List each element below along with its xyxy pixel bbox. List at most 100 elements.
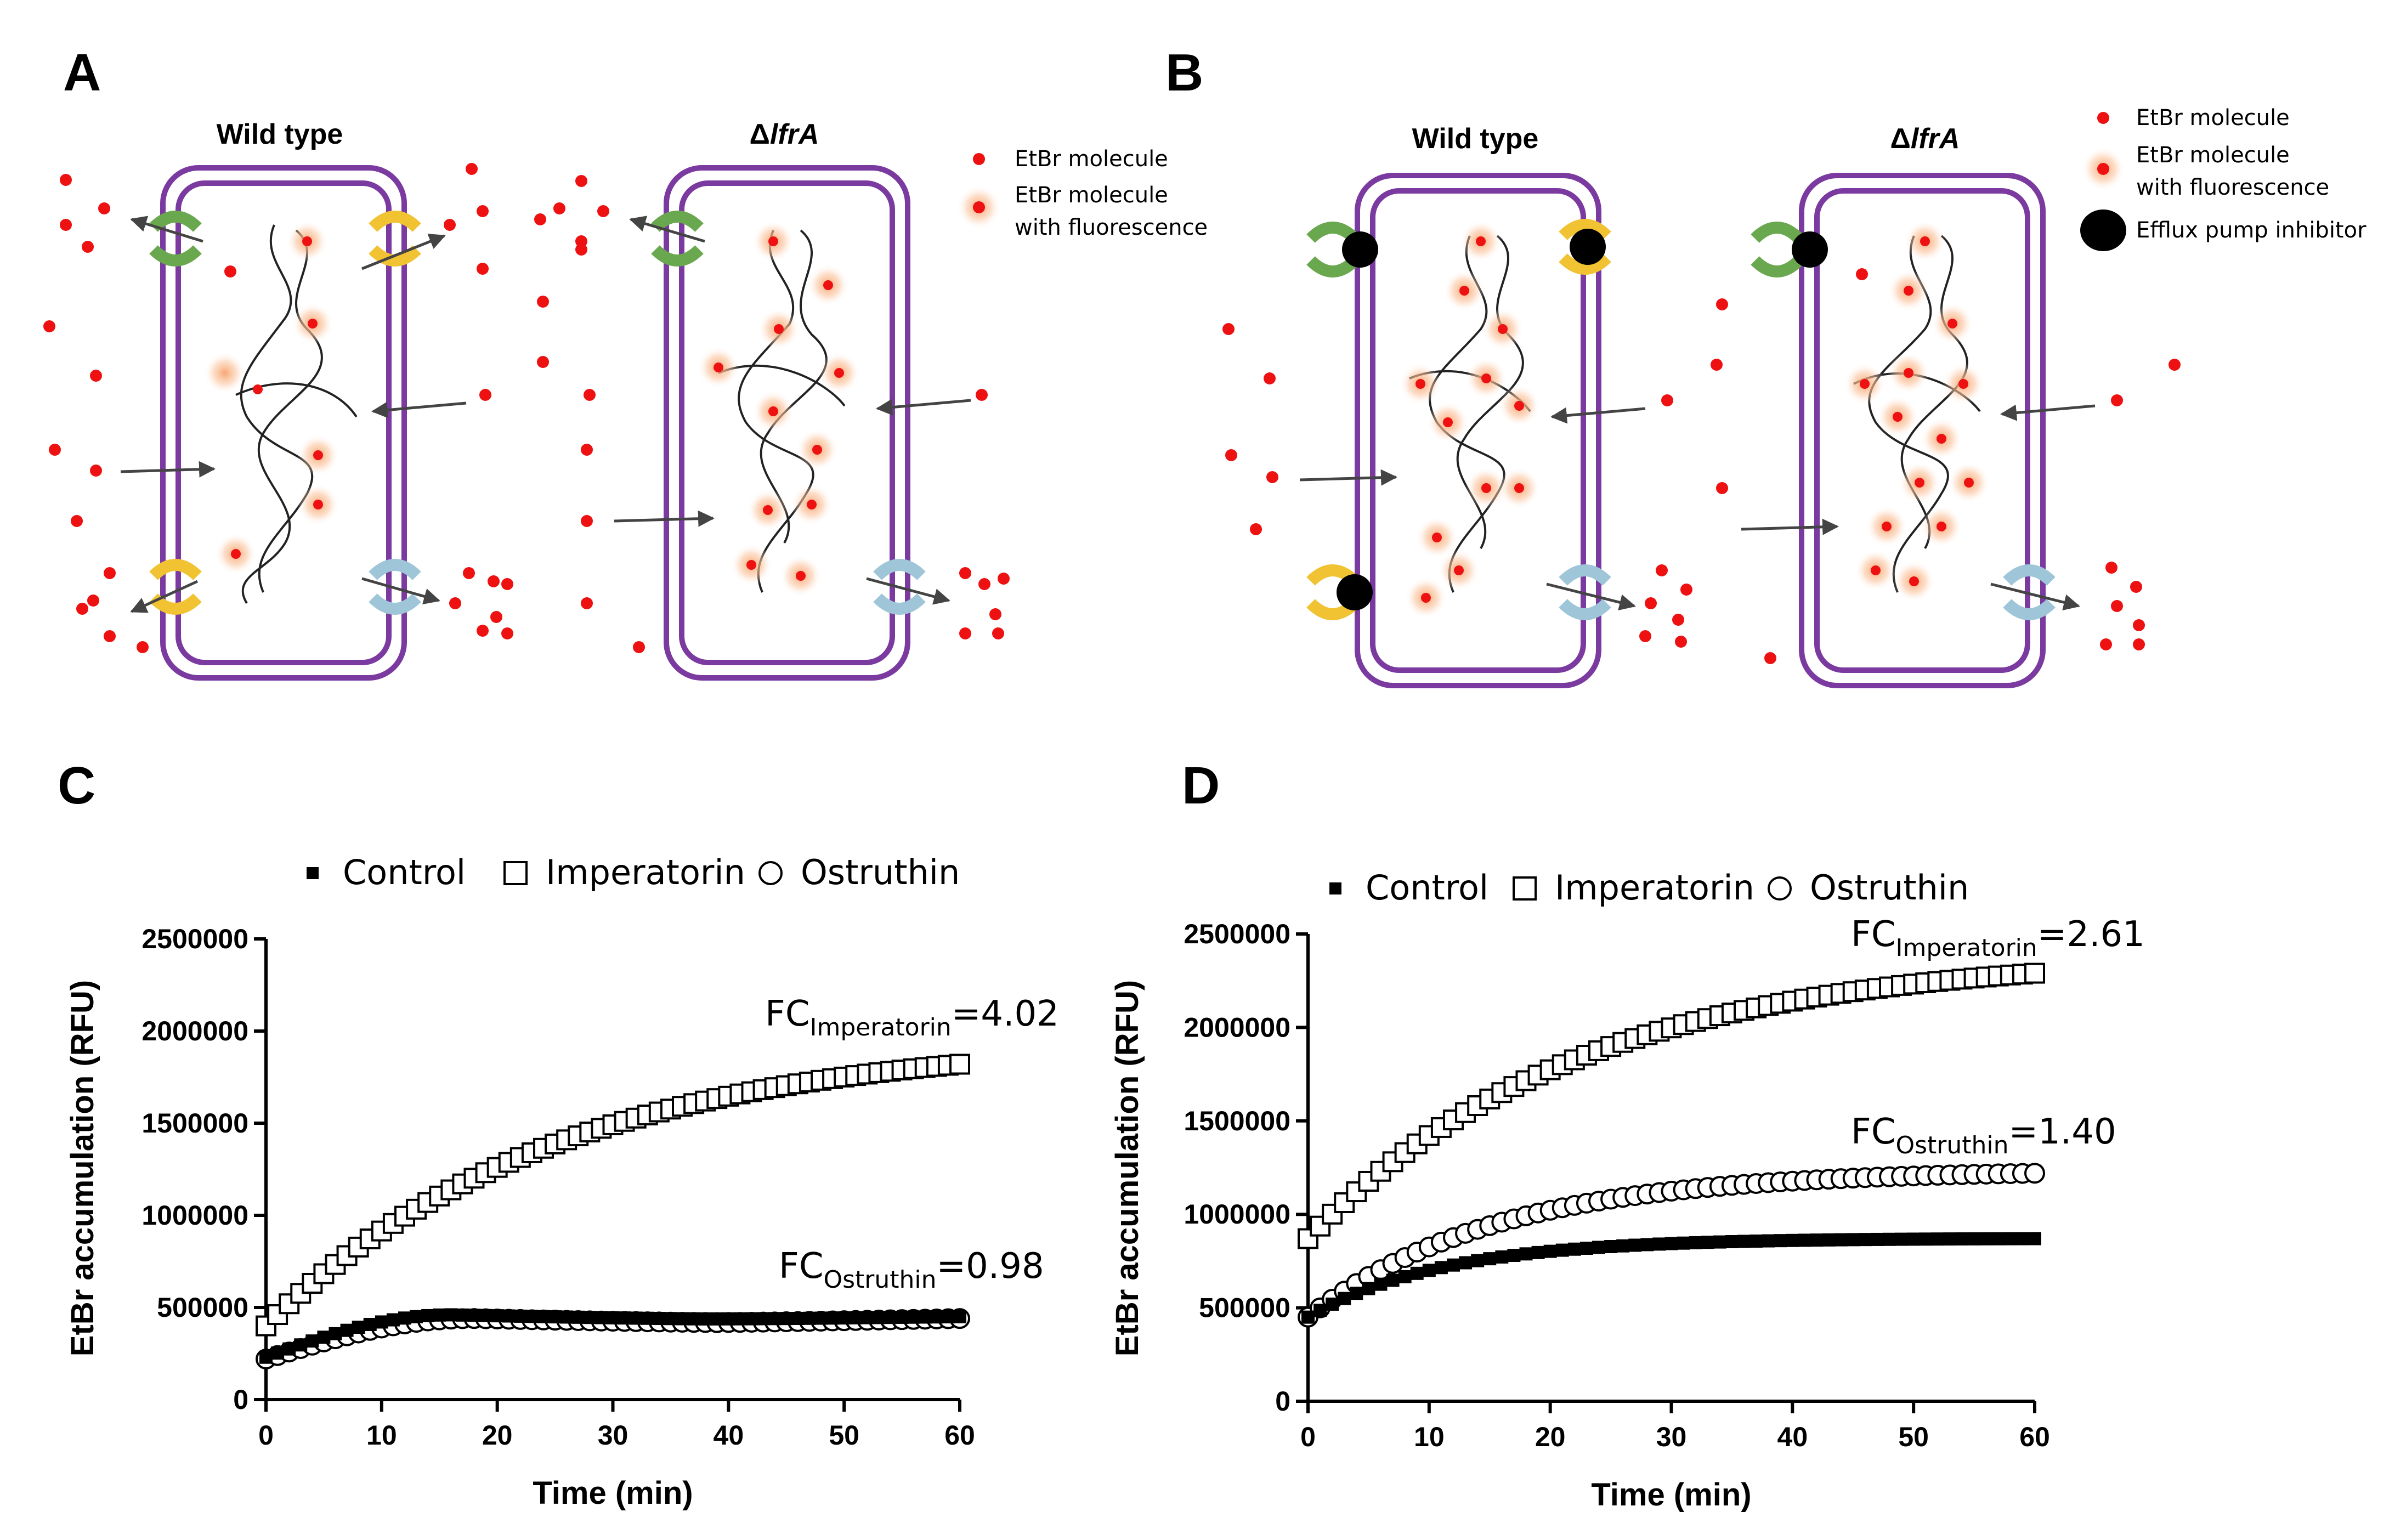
panel-b-mutant-delta: Δ bbox=[1890, 123, 1911, 155]
data-point bbox=[1810, 1233, 1824, 1247]
inner-membrane bbox=[1370, 188, 1586, 673]
legend-etbr-fluor-label-2: with fluorescence bbox=[2136, 175, 2329, 200]
panel-b-wild-type-cell bbox=[1222, 173, 1692, 688]
data-point bbox=[618, 1311, 631, 1325]
data-point bbox=[1967, 1232, 1981, 1245]
legend-etbr-fluor-label-2: with fluorescence bbox=[1015, 215, 1208, 240]
data-point bbox=[699, 1312, 712, 1326]
legend-marker-ostruthin bbox=[1768, 876, 1792, 901]
data-point bbox=[1350, 1287, 1363, 1300]
data-point bbox=[953, 1310, 966, 1323]
data-point bbox=[907, 1310, 920, 1324]
data-point bbox=[1725, 1235, 1739, 1249]
data-point bbox=[802, 1311, 816, 1325]
data-point bbox=[1298, 1228, 1318, 1249]
data-point bbox=[1640, 1238, 1654, 1252]
data-point bbox=[1495, 1250, 1509, 1264]
panel-b-mutant-gene: lfrA bbox=[1911, 123, 1960, 155]
data-point bbox=[1459, 1256, 1473, 1270]
data-point bbox=[710, 1312, 724, 1326]
etbr-glow-group bbox=[1400, 220, 1540, 619]
efflux-pump-blue bbox=[873, 559, 926, 615]
influx-arrow bbox=[1550, 407, 1646, 424]
data-point bbox=[537, 1310, 550, 1323]
efflux-pump-inhibitor bbox=[1792, 231, 1828, 268]
outer-membrane bbox=[1799, 173, 2046, 688]
data-point bbox=[1301, 1310, 1315, 1324]
fc-annotation: FCImperatorin=2.61 bbox=[1851, 914, 2145, 962]
y-tick-label: 1000000 bbox=[1184, 1199, 1290, 1230]
data-point bbox=[1543, 1244, 1557, 1258]
legend-label-imperatorin: Imperatorin bbox=[1555, 868, 1754, 908]
fc-subscript: Ostruthin bbox=[824, 1266, 937, 1294]
panel-a-mutant-title: ΔlfrA bbox=[750, 118, 819, 150]
x-tick-label: 20 bbox=[482, 1420, 513, 1451]
panel-b-letter: B bbox=[1165, 43, 1203, 102]
panel-a-legend: EtBr molecule EtBr molecule with fluores… bbox=[957, 146, 1208, 240]
efflux-arrow bbox=[629, 216, 705, 243]
y-tick-label: 2500000 bbox=[141, 924, 248, 954]
series-imperatorin bbox=[256, 1054, 970, 1337]
data-point bbox=[421, 1309, 435, 1322]
data-point bbox=[860, 1311, 874, 1324]
data-point bbox=[490, 1309, 504, 1323]
data-point bbox=[884, 1311, 897, 1324]
data-point bbox=[502, 1309, 516, 1323]
data-point bbox=[548, 1310, 562, 1324]
data-point bbox=[2024, 962, 2045, 984]
x-tick-label: 40 bbox=[1777, 1422, 1808, 1452]
data-point bbox=[513, 1309, 527, 1323]
efflux-pump-inhibitor bbox=[1337, 574, 1373, 610]
legend-etbr-fluor-dot bbox=[973, 201, 985, 213]
efflux-pump-blue bbox=[369, 559, 421, 615]
x-tick-label: 60 bbox=[944, 1420, 975, 1451]
etbr-glow-group bbox=[204, 220, 339, 575]
efflux-pump-yellow-top bbox=[1559, 219, 1611, 275]
influx-arrow bbox=[876, 399, 971, 416]
data-point bbox=[629, 1311, 643, 1325]
etbr-free-molecules bbox=[43, 163, 513, 653]
data-point bbox=[433, 1308, 446, 1322]
legend-inhibitor-icon bbox=[2080, 210, 2126, 251]
data-point bbox=[2028, 1232, 2041, 1245]
efflux-arrow bbox=[1990, 582, 2080, 611]
etbr-free-molecules bbox=[534, 175, 1010, 653]
series-control bbox=[1301, 1232, 2041, 1324]
inner-membrane bbox=[1814, 188, 2030, 673]
data-point bbox=[1846, 1233, 1860, 1247]
data-point bbox=[1507, 1248, 1521, 1262]
x-tick-label: 10 bbox=[1414, 1422, 1445, 1452]
fc-prefix: FC bbox=[779, 1246, 824, 1287]
legend-etbr-dot bbox=[973, 153, 985, 165]
data-point bbox=[849, 1311, 863, 1324]
x-tick-label: 60 bbox=[2019, 1422, 2050, 1452]
inner-membrane bbox=[679, 180, 895, 665]
panel-b: B Wild type ΔlfrA bbox=[1165, 43, 2366, 688]
data-point bbox=[1774, 1234, 1787, 1248]
outer-membrane bbox=[664, 165, 910, 681]
legend-etbr-fluor-label-1: EtBr molecule bbox=[1015, 183, 1168, 208]
y-tick-label: 2000000 bbox=[1184, 1012, 1290, 1043]
outer-membrane bbox=[1355, 173, 1601, 688]
efflux-arrow bbox=[1546, 582, 1636, 611]
data-point bbox=[918, 1310, 932, 1324]
data-point bbox=[363, 1317, 377, 1331]
panel-b-wild-type-title: Wild type bbox=[1412, 123, 1539, 155]
panel-a-mutant-delta: Δ bbox=[750, 118, 770, 150]
x-tick-label: 50 bbox=[1898, 1422, 1929, 1452]
data-point bbox=[1334, 1192, 1355, 1213]
data-point bbox=[1701, 1236, 1714, 1249]
data-point bbox=[1447, 1258, 1460, 1272]
efflux-pump-green bbox=[1306, 222, 1359, 278]
inner-membrane bbox=[175, 180, 392, 665]
data-point bbox=[1919, 1232, 1933, 1246]
data-point bbox=[1398, 1270, 1412, 1283]
y-tick-label: 1500000 bbox=[1184, 1106, 1290, 1136]
data-point bbox=[1677, 1236, 1690, 1250]
chart-d: D Control Imperatorin Ostruthin 0 500000 1000… bbox=[1109, 756, 2145, 1513]
data-point bbox=[1471, 1254, 1485, 1267]
panel-b-legend: EtBr molecule EtBr molecule with fluores… bbox=[2080, 105, 2366, 251]
data-point bbox=[1762, 1234, 1775, 1248]
efflux-arrow bbox=[130, 580, 199, 613]
data-point bbox=[1870, 1232, 1884, 1246]
